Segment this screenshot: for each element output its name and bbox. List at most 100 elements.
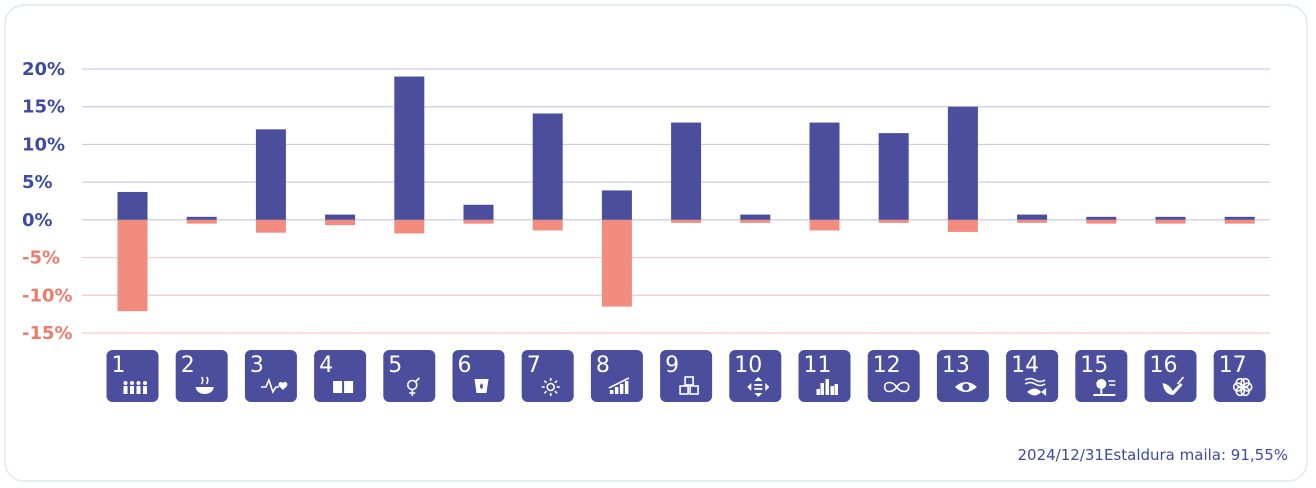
sdg-goal-tile: 17 bbox=[1213, 350, 1266, 402]
sdg-goal-tile: 4 bbox=[314, 350, 367, 402]
bar-positive bbox=[463, 204, 494, 220]
bar-positive bbox=[947, 106, 978, 220]
y-tick-label: -5% bbox=[22, 248, 60, 269]
bar-negative bbox=[1155, 219, 1186, 224]
growth-chart-icon bbox=[608, 377, 630, 394]
x-tick-label: 3 bbox=[250, 353, 264, 378]
x-tick-label: 17 bbox=[1219, 353, 1247, 378]
x-tick-label: 7 bbox=[527, 353, 541, 378]
bar-positive bbox=[186, 216, 217, 220]
bar-negative bbox=[878, 219, 909, 223]
arrows-icon bbox=[747, 377, 770, 397]
bar-negative bbox=[671, 219, 702, 223]
gender-icon bbox=[406, 377, 420, 396]
bar-positive bbox=[671, 122, 702, 220]
dove-icon bbox=[1162, 376, 1185, 395]
bar-positive bbox=[601, 190, 632, 220]
x-tick-label: 12 bbox=[873, 353, 901, 378]
sdg-goal-tile: 9 bbox=[660, 350, 713, 402]
bowl-icon bbox=[195, 376, 214, 395]
coverage-footer: 2024/12/31Estaldura maila: 91,55% bbox=[1017, 446, 1289, 464]
bar-positive bbox=[532, 113, 563, 220]
bar-negative bbox=[809, 219, 840, 231]
sdg-goal-tile: 7 bbox=[521, 350, 574, 402]
infinity-icon bbox=[883, 381, 910, 393]
sdg-goal-tile-bg bbox=[452, 350, 505, 402]
sdg-goal-tile-bg bbox=[936, 350, 989, 402]
y-tick-label: 5% bbox=[22, 172, 53, 193]
bar-positive bbox=[117, 191, 148, 220]
x-tick-label: 4 bbox=[319, 353, 333, 378]
bar-negative bbox=[255, 219, 286, 233]
heartbeat-icon bbox=[260, 377, 288, 394]
sdg-goal-tile: 1 bbox=[106, 350, 159, 402]
y-tick-label: 0% bbox=[22, 210, 53, 231]
family-icon bbox=[123, 381, 147, 394]
bar-negative bbox=[947, 219, 978, 232]
sdg-goal-tile-bg bbox=[590, 350, 643, 402]
sdg-goal-tile: 14 bbox=[1006, 350, 1059, 402]
y-tick-label: 15% bbox=[22, 97, 65, 118]
city-icon bbox=[816, 379, 838, 395]
y-tick-label: -15% bbox=[22, 323, 73, 344]
flower-icon bbox=[1232, 377, 1253, 397]
x-tick-label: 16 bbox=[1150, 353, 1178, 378]
bar-negative bbox=[394, 219, 425, 234]
bar-negative bbox=[1086, 219, 1117, 224]
y-tick-label: 20% bbox=[22, 59, 65, 80]
sdg-goal-tile-bg bbox=[660, 350, 713, 402]
bar-positive bbox=[1086, 216, 1117, 220]
sdg-goal-tile-bg bbox=[1144, 350, 1197, 402]
sdg-goal-tile-bg bbox=[729, 350, 782, 402]
book-icon bbox=[333, 381, 354, 393]
bar-positive bbox=[1155, 216, 1186, 220]
sdg-goal-tile: 10 bbox=[729, 350, 782, 402]
y-tick-label: -10% bbox=[22, 285, 73, 306]
sdg-goal-tile-bg bbox=[1213, 350, 1266, 402]
sdg-goal-tile: 2 bbox=[175, 350, 228, 402]
bar-positive bbox=[325, 214, 356, 220]
bar-positive bbox=[878, 133, 909, 220]
bar-negative bbox=[532, 219, 563, 231]
sdg-goal-tile-bg bbox=[521, 350, 574, 402]
sdg-goal-tile: 11 bbox=[798, 350, 851, 402]
sdg-goal-tile-bg bbox=[1075, 350, 1128, 402]
sdg-goal-tile-bg bbox=[175, 350, 228, 402]
bar-negative bbox=[325, 219, 356, 226]
y-tick-label: 10% bbox=[22, 134, 65, 155]
bar-negative bbox=[186, 219, 217, 224]
bar-positive bbox=[255, 129, 286, 220]
bar-negative bbox=[1224, 219, 1255, 224]
sdg-goal-tile: 5 bbox=[383, 350, 436, 402]
x-tick-label: 13 bbox=[942, 353, 970, 378]
bar-positive bbox=[1017, 214, 1048, 220]
x-tick-label: 15 bbox=[1080, 353, 1108, 378]
eye-icon bbox=[954, 382, 977, 392]
sdg-goal-tile: 6 bbox=[452, 350, 505, 402]
x-tick-label: 9 bbox=[665, 353, 679, 378]
sdg-goal-tile: 15 bbox=[1075, 350, 1128, 402]
cubes-icon bbox=[679, 376, 699, 395]
tree-icon bbox=[1093, 379, 1116, 396]
x-tick-label: 14 bbox=[1011, 353, 1039, 378]
x-tick-label: 8 bbox=[596, 353, 610, 378]
bar-negative bbox=[1017, 219, 1048, 223]
sdg-goal-tile: 8 bbox=[590, 350, 643, 402]
bar-positive bbox=[394, 76, 425, 220]
chart-card bbox=[4, 4, 1308, 482]
sdg-goal-tile: 13 bbox=[936, 350, 989, 402]
bar-positive bbox=[809, 122, 840, 220]
x-tick-label: 2 bbox=[181, 353, 195, 378]
x-tick-label: 6 bbox=[458, 353, 472, 378]
bar-negative bbox=[463, 219, 494, 224]
bar-negative bbox=[601, 219, 632, 307]
bar-negative bbox=[740, 219, 771, 223]
x-tick-label: 5 bbox=[388, 353, 402, 378]
water-drop-icon bbox=[474, 379, 489, 393]
x-tick-label: 11 bbox=[804, 353, 832, 378]
sdg-goal-tile: 3 bbox=[244, 350, 297, 402]
sdg-goal-tile-bg bbox=[383, 350, 436, 402]
sdg-goal-tile: 12 bbox=[867, 350, 920, 402]
sdg-goal-tile-bg bbox=[867, 350, 920, 402]
